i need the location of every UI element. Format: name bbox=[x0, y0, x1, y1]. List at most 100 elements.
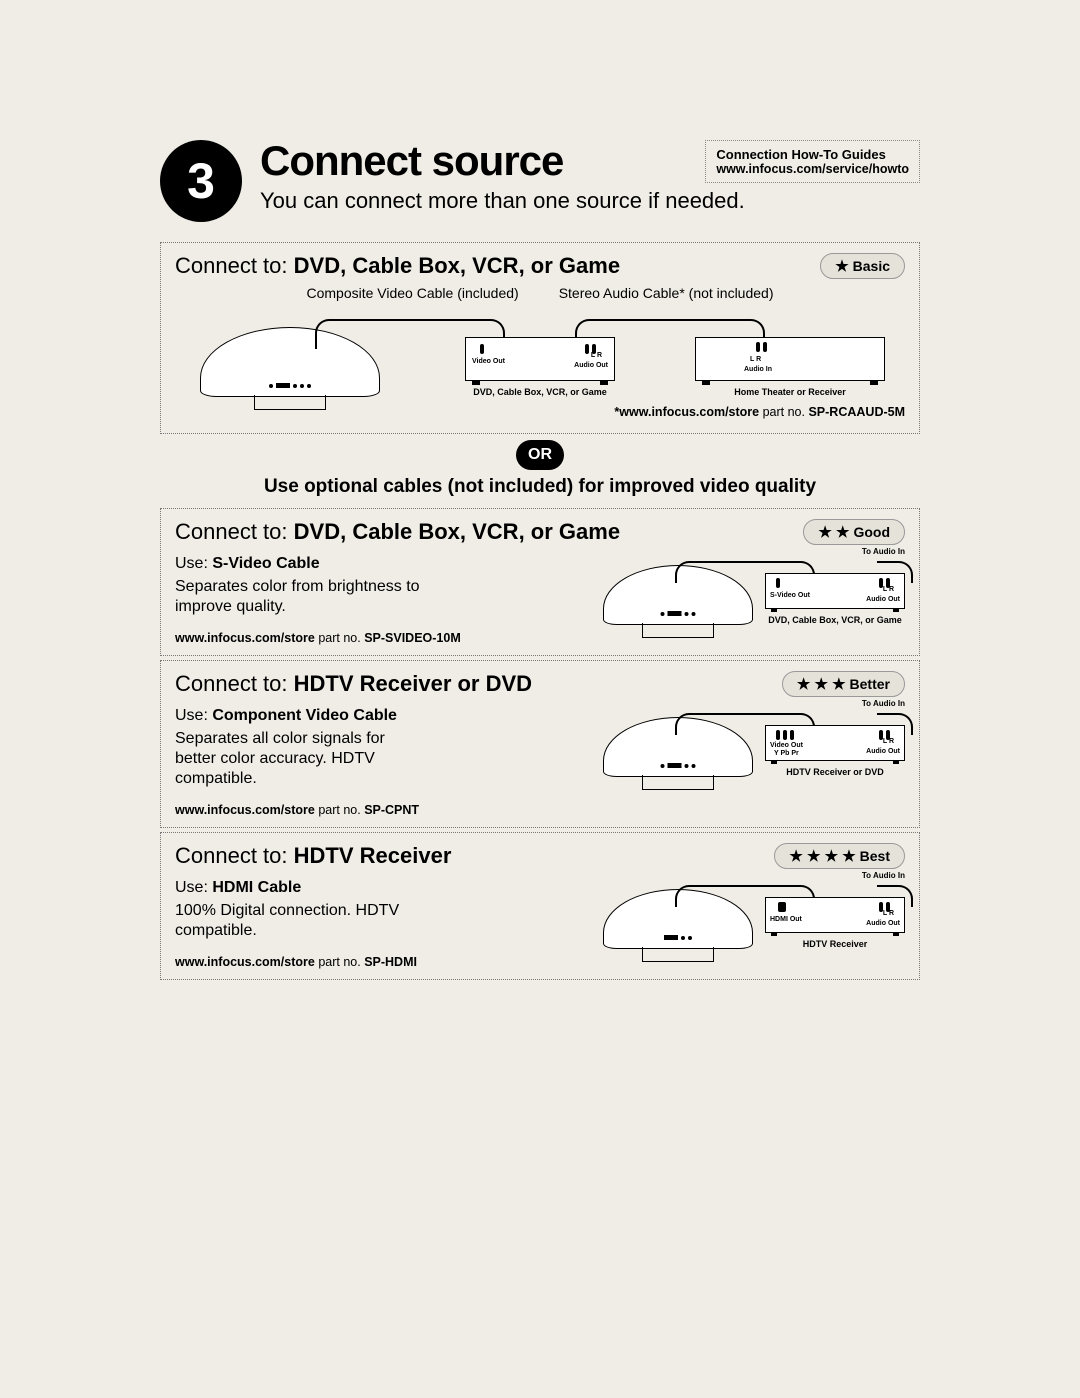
good-title: Connect to: DVD, Cable Box, VCR, or Game bbox=[175, 519, 620, 545]
good-badge-label: Good bbox=[853, 524, 890, 540]
lr-label: L R bbox=[591, 352, 602, 359]
better-text-col: Use: Component Video Cable Separates all… bbox=[175, 703, 425, 797]
source-caption: DVD, Cable Box, VCR, or Game bbox=[473, 387, 607, 397]
video-out-label: Video Out bbox=[472, 358, 505, 365]
better-to-audio: To Audio In bbox=[862, 699, 905, 708]
good-section: Connect to: DVD, Cable Box, VCR, or Game… bbox=[160, 508, 920, 656]
best-title: Connect to: HDTV Receiver bbox=[175, 843, 451, 869]
good-header: Connect to: DVD, Cable Box, VCR, or Game… bbox=[175, 519, 905, 545]
best-to-audio: To Audio In bbox=[862, 871, 905, 880]
better-title: Connect to: HDTV Receiver or DVD bbox=[175, 671, 532, 697]
best-badge: ★ ★ ★ ★ Best bbox=[774, 843, 905, 869]
good-part-no: SP-SVIDEO-10M bbox=[364, 631, 461, 645]
better-title-bold: HDTV Receiver or DVD bbox=[294, 671, 532, 696]
best-use-line: Use: HDMI Cable bbox=[175, 879, 425, 897]
good-text-col: Use: S-Video Cable Separates color from … bbox=[175, 551, 425, 625]
better-section: Connect to: HDTV Receiver or DVD ★ ★ ★ B… bbox=[160, 660, 920, 828]
star-note-prefix: *www.infocus.com/store bbox=[614, 405, 759, 419]
better-ypbpr-label: Y Pb Pr bbox=[774, 750, 799, 757]
good-caption: DVD, Cable Box, VCR, or Game bbox=[768, 615, 902, 625]
basic-title: Connect to: DVD, Cable Box, VCR, or Game bbox=[175, 253, 620, 279]
best-use-prefix: Use: bbox=[175, 879, 212, 896]
better-source-box-icon: Video Out Y Pb Pr L R Audio Out bbox=[765, 725, 905, 761]
good-badge: ★ ★ Good bbox=[803, 519, 905, 545]
better-part-prefix: www.infocus.com/store bbox=[175, 803, 315, 817]
better-badge: ★ ★ ★ Better bbox=[782, 671, 905, 697]
lr-label-2: L R bbox=[750, 356, 761, 363]
header: 3 Connect source You can connect more th… bbox=[160, 140, 920, 222]
audio-out-label: Audio Out bbox=[574, 362, 608, 369]
best-header: Connect to: HDTV Receiver ★ ★ ★ ★ Best bbox=[175, 843, 905, 869]
good-title-prefix: Connect to: bbox=[175, 519, 294, 544]
good-audio-out-label: Audio Out bbox=[866, 596, 900, 603]
best-part-mid: part no. bbox=[315, 955, 364, 969]
star-note-mid: part no. bbox=[759, 405, 808, 419]
best-lr-label: L R bbox=[883, 910, 894, 917]
good-part-mid: part no. bbox=[315, 631, 364, 645]
better-use-line: Use: Component Video Cable bbox=[175, 707, 425, 725]
or-text: Use optional cables (not included) for i… bbox=[160, 476, 920, 498]
good-diagram: To Audio In S-Video Out L R Audio Out bbox=[441, 551, 905, 625]
page-root: 3 Connect source You can connect more th… bbox=[160, 140, 920, 980]
svideo-out-label: S-Video Out bbox=[770, 592, 810, 599]
best-part-prefix: www.infocus.com/store bbox=[175, 955, 315, 969]
audio-in-label: Audio In bbox=[744, 366, 772, 373]
best-part-line: www.infocus.com/store part no. SP-HDMI bbox=[175, 955, 905, 969]
best-source-box-icon: HDMI Out L R Audio Out bbox=[765, 897, 905, 933]
better-part-no: SP-CPNT bbox=[364, 803, 419, 817]
better-part-line: www.infocus.com/store part no. SP-CPNT bbox=[175, 803, 905, 817]
cable1-label: Composite Video Cable (included) bbox=[306, 285, 518, 301]
good-desc: Separates color from brightness to impro… bbox=[175, 577, 425, 617]
basic-diagram: Video Out L R Audio Out DVD, Cable Box, … bbox=[175, 307, 905, 397]
best-badge-label: Best bbox=[860, 848, 890, 864]
better-use-bold: Component Video Cable bbox=[212, 707, 397, 724]
best-text-col: Use: HDMI Cable 100% Digital connection.… bbox=[175, 875, 425, 949]
cable-labels: Composite Video Cable (included) Stereo … bbox=[175, 285, 905, 301]
best-section: Connect to: HDTV Receiver ★ ★ ★ ★ Best U… bbox=[160, 832, 920, 980]
best-title-prefix: Connect to: bbox=[175, 843, 294, 868]
source-box-icon: Video Out L R Audio Out bbox=[465, 337, 615, 381]
star-icon: ★ bbox=[835, 257, 848, 275]
better-audio-out-label: Audio Out bbox=[866, 748, 900, 755]
better-header: Connect to: HDTV Receiver or DVD ★ ★ ★ B… bbox=[175, 671, 905, 697]
best-desc: 100% Digital connection. HDTV compatible… bbox=[175, 901, 425, 941]
best-audio-out-label: Audio Out bbox=[866, 920, 900, 927]
best-part-no: SP-HDMI bbox=[364, 955, 417, 969]
basic-header: Connect to: DVD, Cable Box, VCR, or Game… bbox=[175, 253, 905, 279]
receiver-diagram: L R Audio In Home Theater or Receiver bbox=[675, 337, 905, 397]
star-icon: ★ ★ ★ ★ bbox=[789, 847, 855, 865]
source-device-diagram: Video Out L R Audio Out DVD, Cable Box, … bbox=[425, 337, 655, 397]
good-part-line: www.infocus.com/store part no. SP-SVIDEO… bbox=[175, 631, 905, 645]
basic-title-bold: DVD, Cable Box, VCR, or Game bbox=[294, 253, 620, 278]
subtitle: You can connect more than one source if … bbox=[260, 188, 920, 214]
step-number-badge: 3 bbox=[160, 140, 242, 222]
howto-url: www.infocus.com/service/howto bbox=[716, 162, 909, 176]
good-use-line: Use: S-Video Cable bbox=[175, 555, 425, 573]
or-badge: OR bbox=[516, 440, 564, 470]
star-note-part: SP-RCAAUD-5M bbox=[808, 405, 905, 419]
better-badge-label: Better bbox=[850, 676, 890, 692]
better-part-mid: part no. bbox=[315, 803, 364, 817]
basic-badge: ★ Basic bbox=[820, 253, 905, 279]
best-caption: HDTV Receiver bbox=[803, 939, 868, 949]
hdmi-out-label: HDMI Out bbox=[770, 916, 802, 923]
better-use-prefix: Use: bbox=[175, 707, 212, 724]
receiver-box-icon: L R Audio In bbox=[695, 337, 885, 381]
best-use-bold: HDMI Cable bbox=[212, 879, 301, 896]
better-lr-label: L R bbox=[883, 738, 894, 745]
basic-badge-label: Basic bbox=[853, 258, 890, 274]
star-icon: ★ ★ bbox=[818, 523, 849, 541]
best-diagram: To Audio In HDMI Out L R Audio Out bbox=[441, 875, 905, 949]
better-diagram: To Audio In Video Out Y Pb Pr L R bbox=[441, 703, 905, 777]
good-use-prefix: Use: bbox=[175, 555, 212, 572]
good-part-prefix: www.infocus.com/store bbox=[175, 631, 315, 645]
howto-title: Connection How-To Guides bbox=[716, 147, 909, 162]
good-title-bold: DVD, Cable Box, VCR, or Game bbox=[294, 519, 620, 544]
receiver-caption: Home Theater or Receiver bbox=[734, 387, 846, 397]
good-use-bold: S-Video Cable bbox=[212, 555, 319, 572]
good-lr-label: L R bbox=[883, 586, 894, 593]
howto-box: Connection How-To Guides www.infocus.com… bbox=[705, 140, 920, 183]
cable2-label: Stereo Audio Cable* (not included) bbox=[559, 285, 774, 301]
better-desc: Separates all color signals for better c… bbox=[175, 729, 425, 789]
good-source-box-icon: S-Video Out L R Audio Out bbox=[765, 573, 905, 609]
